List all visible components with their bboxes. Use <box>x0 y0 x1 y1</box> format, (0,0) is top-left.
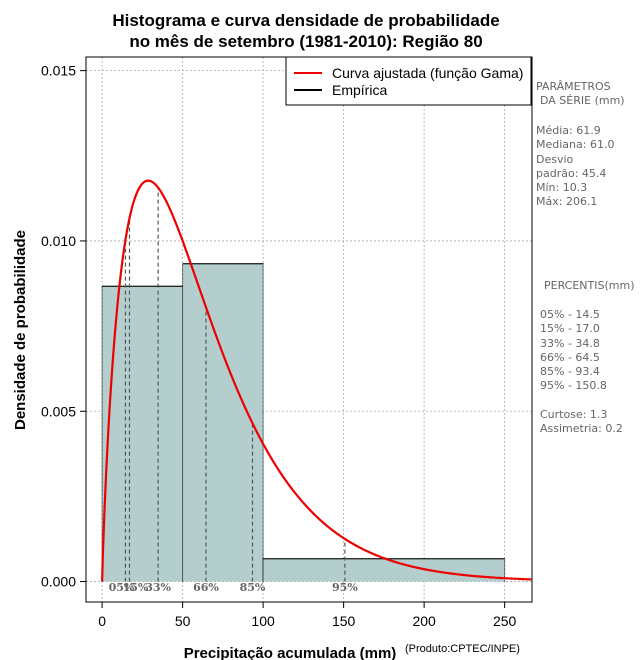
percentile-15: 15% - 17.0 <box>540 322 600 336</box>
x-tick-label: 100 <box>251 613 275 629</box>
percentile-33: 33% - 34.8 <box>540 336 600 350</box>
stat-stddev: padrão: 45.4 <box>536 166 607 180</box>
chart-title-line1: Histograma e curva densidade de probabil… <box>112 11 499 30</box>
y-tick-label: 0.000 <box>41 574 76 590</box>
x-tick-label: 0 <box>98 613 106 629</box>
y-axis-label: Densidade de probabilidade <box>12 230 29 430</box>
y-tick-label: 0.015 <box>41 63 76 79</box>
percentile-lines <box>124 187 346 582</box>
legend: Curva ajustada (função Gama) Empírica <box>285 56 532 106</box>
percentile-label: 15% <box>123 581 149 594</box>
percentile-label: 66% <box>193 581 219 594</box>
percentile-95: 95% - 150.8 <box>540 379 607 393</box>
stat-max: Máx: 206.1 <box>536 195 598 209</box>
percentile-label: 05% <box>109 581 135 594</box>
x-axis-label: Precipitação acumulada (mm) <box>184 645 397 660</box>
shape-stats-block: Curtose: 1.3 Assimetria: 0.2 <box>540 408 640 437</box>
legend-box <box>285 56 532 106</box>
y-axis: 0.000 0.005 0.010 0.015 <box>41 63 86 590</box>
params-title-line2: DA SÉRIE (mm) <box>540 94 625 108</box>
x-tick-label: 50 <box>175 613 191 629</box>
gamma-curve <box>101 179 532 582</box>
percentile-05: 05% - 14.5 <box>540 308 600 321</box>
percentile-label: 33% <box>145 581 171 594</box>
stat-stddev-label: Desvio <box>536 152 574 166</box>
x-tick-label: 250 <box>493 613 517 629</box>
percentile-66: 66% - 64.5 <box>540 350 600 364</box>
stat-min: Mín: 10.3 <box>536 181 588 195</box>
stat-mean: Média: 61.9 <box>536 124 601 137</box>
y-tick-label: 0.005 <box>41 403 76 419</box>
chart-title-line2: no mês de setembro (1981-2010): Região 8… <box>129 32 482 51</box>
percentiles-block: 05% - 14.5 15% - 17.0 33% - 34.8 66% - 6… <box>540 308 640 394</box>
percentile-labels: 05%15%33% 66% 85% 95% <box>109 581 359 594</box>
stat-median: Mediana: 61.0 <box>536 138 615 152</box>
stat-skewness: Assimetria: 0.2 <box>540 422 623 436</box>
x-tick-label: 200 <box>412 613 436 629</box>
histogram-bars <box>101 263 506 582</box>
params-title-line1: PARÂMETROS <box>536 80 611 93</box>
credit-label: (Produto:CPTEC/INPE) <box>405 643 520 655</box>
legend-label-fitted-curve: Curva ajustada (função Gama) <box>332 65 523 81</box>
statistics-block: Média: 61.9 Mediana: 61.0 Desvio padrão:… <box>536 124 640 210</box>
percentile-85: 85% - 93.4 <box>540 365 600 379</box>
percentile-label: 85% <box>240 581 266 594</box>
stat-kurtosis: Curtose: 1.3 <box>540 408 608 421</box>
histogram-bar <box>182 263 264 582</box>
histogram-bar <box>263 558 505 582</box>
x-tick-label: 150 <box>332 613 356 629</box>
legend-label-empirical: Empírica <box>332 82 387 98</box>
series-parameters-panel: PARÂMETROS DA SÉRIE (mm) <box>536 80 640 109</box>
x-axis: 0 50 100 150 200 250 <box>98 602 517 629</box>
percentile-label: 95% <box>332 581 358 594</box>
percentiles-title: PERCENTIS(mm) <box>544 279 635 292</box>
y-tick-label: 0.010 <box>41 233 76 249</box>
